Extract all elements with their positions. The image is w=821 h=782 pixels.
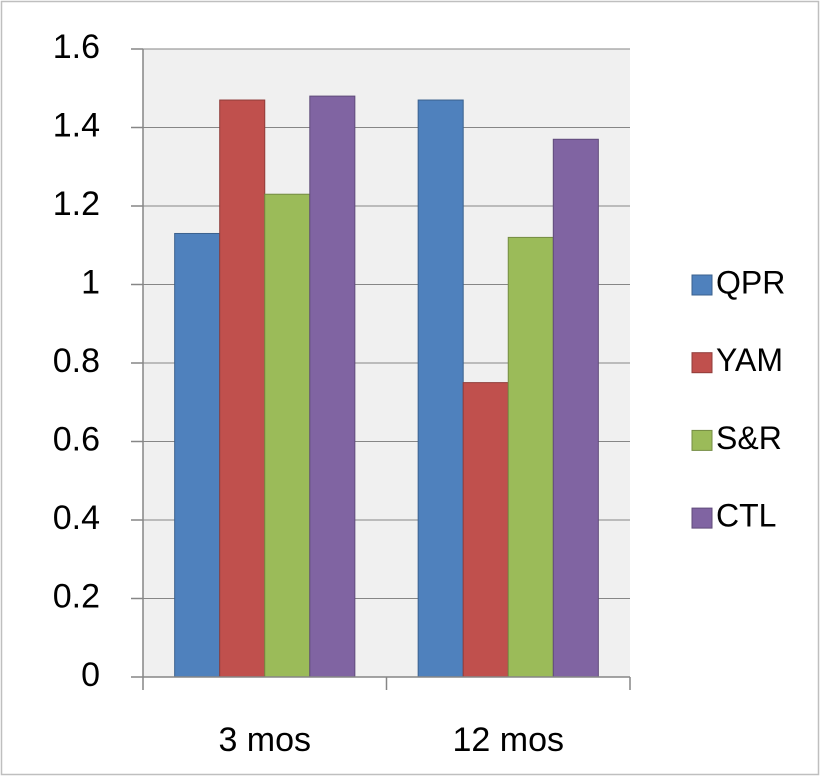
legend-swatch bbox=[691, 429, 713, 451]
legend-label: S&R bbox=[716, 420, 782, 456]
bar bbox=[417, 99, 464, 678]
y-tick-label: 0.4 bbox=[53, 499, 100, 537]
bar bbox=[552, 138, 599, 678]
y-tick-label: 1.4 bbox=[53, 106, 100, 144]
legend-label: YAM bbox=[716, 342, 783, 378]
legend-label: CTL bbox=[716, 498, 776, 534]
y-tick-label: 1 bbox=[81, 263, 100, 301]
bar bbox=[264, 193, 311, 678]
y-tick-label: 0.2 bbox=[53, 577, 100, 615]
legend-label: QPR bbox=[716, 264, 785, 300]
y-tick-label: 0.6 bbox=[53, 420, 100, 458]
bar bbox=[462, 382, 509, 678]
bar bbox=[507, 236, 554, 678]
x-tick-label: 3 mos bbox=[218, 721, 311, 759]
y-tick-label: 0.8 bbox=[53, 342, 100, 380]
legend-swatch bbox=[691, 352, 713, 374]
y-tick-label: 1.6 bbox=[53, 28, 100, 66]
bar bbox=[309, 95, 356, 678]
legend-swatch bbox=[691, 274, 713, 296]
y-tick-label: 1.2 bbox=[53, 185, 100, 223]
y-tick-label: 0 bbox=[81, 656, 100, 694]
bar bbox=[174, 232, 221, 678]
bar bbox=[219, 99, 266, 678]
x-tick-label: 12 mos bbox=[453, 721, 565, 759]
legend-swatch bbox=[691, 507, 713, 529]
